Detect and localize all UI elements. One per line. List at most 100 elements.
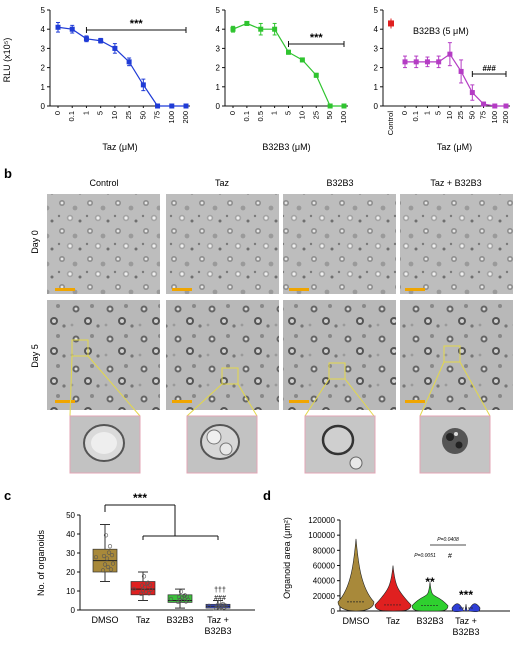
data-point	[102, 562, 108, 567]
y-tick-label: 40000	[313, 577, 336, 586]
x-tick-label: DMSO	[343, 616, 370, 626]
data-point	[107, 544, 113, 549]
micrograph-day5-b32b3	[283, 300, 396, 410]
x-tick-label: 10	[445, 111, 454, 119]
y-tick-label: 5	[41, 6, 46, 15]
x-tick-label: 25	[124, 111, 133, 119]
data-point	[244, 20, 250, 26]
series-line	[57, 26, 186, 107]
y-tick-label: 40	[66, 530, 75, 539]
data-point	[458, 68, 464, 74]
data-point	[299, 57, 305, 63]
x-tick-label: 50	[325, 111, 334, 119]
data-point	[424, 59, 430, 65]
hash-label: #	[448, 553, 452, 560]
sig-label: **	[425, 575, 435, 589]
row-label-day0: Day 0	[30, 230, 40, 254]
data-point	[106, 550, 112, 555]
data-point	[145, 580, 151, 585]
y-tick-label: 0	[41, 102, 46, 111]
data-point	[140, 82, 146, 88]
scale-bar	[55, 400, 75, 403]
x-tick-label: 200	[181, 111, 190, 124]
data-point	[112, 45, 118, 51]
x-axis-label: B32B3 (μM)	[262, 142, 310, 152]
x-tick-label: B32B3	[166, 615, 193, 625]
y-tick-label: 20	[66, 568, 75, 577]
panel-c-ylabel: No. of organoids	[36, 529, 46, 596]
x-tick-label: 100	[167, 111, 176, 124]
y-tick-label: 60000	[313, 562, 336, 571]
micrograph-day0-control	[47, 194, 160, 294]
data-point	[140, 588, 146, 593]
data-point	[182, 593, 188, 598]
data-point	[217, 603, 223, 608]
control-label: Control	[386, 111, 395, 136]
data-point	[286, 49, 291, 55]
y-tick-label: 5	[374, 6, 379, 15]
data-point	[272, 26, 278, 32]
data-point	[176, 594, 182, 600]
row-label-day5: Day 5	[30, 344, 40, 368]
x-axis-label: Taz (μM)	[437, 142, 472, 152]
y-tick-label: 80000	[313, 546, 336, 555]
panel-b-letter: b	[4, 166, 12, 181]
x-tick-label: 50	[138, 111, 147, 119]
data-point	[206, 603, 212, 608]
panel-d-ylabel: Organoid area (μm²)	[282, 517, 292, 599]
zoom-inset-combo	[419, 415, 491, 474]
data-point	[139, 583, 145, 588]
x-axis-label: Taz (μM)	[102, 142, 137, 152]
violin	[374, 565, 412, 612]
x-tick-label: 100	[339, 111, 348, 124]
data-point	[168, 596, 174, 602]
panel-d-letter: d	[263, 488, 271, 503]
y-tick-label: 1	[216, 83, 221, 92]
data-point	[341, 103, 347, 109]
y-tick-label: 2	[216, 64, 221, 73]
micrograph-day0-combo	[400, 194, 513, 294]
column-label-combo: Taz + B32B3	[430, 178, 481, 188]
column-label-b32b3: B32B3	[326, 178, 353, 188]
panel-c-letter: c	[4, 488, 11, 503]
data-point	[110, 561, 116, 566]
y-tick-label: 3	[216, 44, 221, 53]
data-point	[221, 605, 227, 610]
y-tick-label: 3	[41, 44, 46, 53]
p-value-label: P=0.0408	[437, 537, 459, 543]
x-tick-label: 25	[456, 111, 465, 119]
data-point	[481, 101, 487, 107]
data-point	[402, 59, 408, 65]
x-tick-label: B32B3	[452, 627, 479, 637]
x-tick-label: 5	[284, 111, 293, 115]
data-point	[216, 600, 222, 605]
data-point	[503, 103, 509, 109]
data-point	[109, 553, 115, 558]
column-label-control: Control	[89, 178, 118, 188]
y-tick-label: 10	[66, 587, 75, 596]
y-tick-label: 120000	[308, 516, 335, 525]
x-tick-label: 0	[400, 111, 409, 115]
x-tick-label: 25	[311, 111, 320, 119]
micrograph-day0-b32b3	[283, 194, 396, 294]
micrograph-day5-control	[47, 300, 160, 410]
x-tick-label: 0	[228, 111, 237, 115]
series-line	[405, 53, 506, 107]
data-point	[144, 581, 150, 586]
data-point	[214, 603, 220, 608]
data-point	[180, 598, 186, 603]
data-point	[436, 59, 442, 65]
x-tick-label: 100	[490, 111, 499, 124]
data-point	[230, 26, 236, 32]
data-point	[148, 587, 154, 592]
data-point	[138, 591, 144, 596]
data-point	[104, 556, 110, 561]
sig-label: ***	[133, 491, 147, 505]
x-tick-label: 5	[434, 111, 443, 115]
y-tick-label: 1	[374, 83, 379, 92]
scale-bar	[289, 288, 309, 291]
panel-a-legend: B32B3 (5 μM)	[413, 26, 469, 36]
micrograph-day0-taz	[166, 194, 279, 294]
x-tick-label: Taz +	[207, 615, 229, 625]
